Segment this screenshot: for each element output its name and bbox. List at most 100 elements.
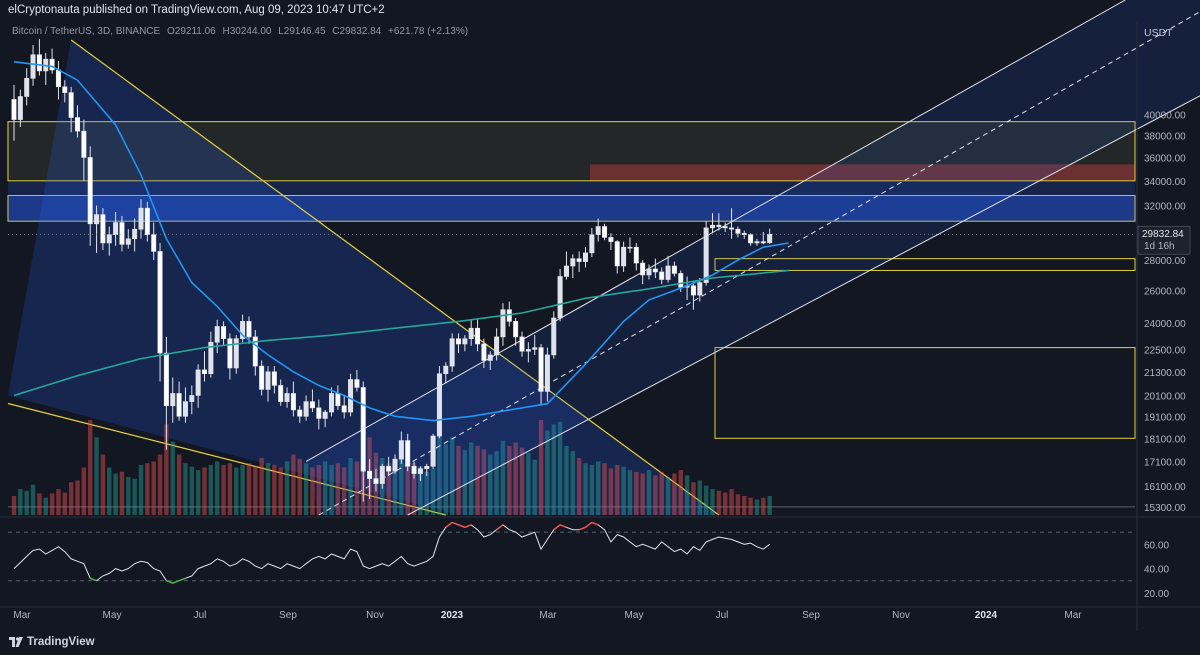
volume-bar bbox=[672, 473, 677, 515]
volume-bar bbox=[564, 445, 569, 515]
x-tick-label: Nov bbox=[366, 610, 384, 621]
volume-bar bbox=[284, 461, 290, 515]
volume-bar bbox=[240, 464, 245, 515]
volume-bar bbox=[278, 467, 283, 515]
volume-bar bbox=[81, 467, 87, 515]
volume-bar bbox=[494, 451, 499, 515]
channel-mid-line bbox=[318, 11, 1200, 516]
x-tick-label: 2024 bbox=[975, 610, 998, 621]
volume-bar bbox=[538, 420, 544, 515]
y-tick-label: 18100.00 bbox=[1144, 434, 1186, 445]
candle-body bbox=[398, 440, 404, 460]
volume-bar bbox=[253, 466, 258, 515]
rsi-overbought-segment bbox=[553, 524, 561, 531]
volume-bar bbox=[176, 454, 182, 515]
volume-bar bbox=[354, 461, 360, 515]
x-tick-label: Mar bbox=[13, 610, 31, 621]
volume-bar bbox=[386, 463, 391, 515]
y-tick-label: 20100.00 bbox=[1144, 391, 1186, 402]
candle-body bbox=[481, 343, 487, 361]
candle-body bbox=[265, 371, 271, 390]
x-tick-label: May bbox=[103, 610, 122, 621]
candle-body bbox=[259, 365, 265, 390]
volume-bar bbox=[411, 463, 417, 515]
volume-bar bbox=[443, 444, 448, 515]
legend-low: L29146.45 bbox=[278, 26, 326, 37]
candle-body bbox=[303, 401, 309, 417]
candle-body bbox=[760, 241, 766, 244]
volume-bar bbox=[716, 490, 722, 515]
candle-body bbox=[576, 258, 582, 262]
price-axis-unit[interactable]: USDT bbox=[1144, 27, 1173, 39]
volume-bar bbox=[697, 480, 702, 515]
candle-body bbox=[195, 369, 201, 396]
y-tick-label: 28000.00 bbox=[1144, 256, 1186, 267]
volume-bar bbox=[583, 463, 588, 515]
volume-bar bbox=[56, 489, 61, 515]
volume-bar bbox=[659, 471, 664, 515]
volume-bar bbox=[723, 492, 728, 515]
rsi-overbought-segment bbox=[451, 521, 459, 526]
volume-bar bbox=[119, 471, 125, 515]
volume-bar bbox=[507, 445, 512, 515]
candle-body bbox=[494, 336, 500, 356]
volume-bar bbox=[602, 463, 607, 515]
volume-bar bbox=[335, 463, 341, 515]
price-zone bbox=[7, 194, 1136, 222]
volume-bar bbox=[729, 489, 734, 515]
legend-close: C29832.84 bbox=[332, 26, 382, 37]
volume-bar bbox=[24, 490, 29, 515]
volume-bar bbox=[30, 484, 36, 515]
legend-open: O29211.06 bbox=[166, 26, 216, 37]
candle-body bbox=[373, 478, 379, 484]
volume-bar bbox=[138, 464, 144, 515]
candle-body bbox=[290, 393, 296, 411]
y-tick-label: 40000.00 bbox=[1144, 110, 1186, 121]
y-tick-label: 24000.00 bbox=[1144, 319, 1186, 330]
legend-symbol[interactable]: Bitcoin / TetherUS, 3D, BINANCE bbox=[12, 26, 161, 37]
candle-body bbox=[652, 268, 658, 273]
symbol-legend[interactable]: Bitcoin / TetherUS, 3D, BINANCE O29211.0… bbox=[12, 26, 472, 37]
candle-body bbox=[113, 222, 119, 235]
volume-bar bbox=[557, 421, 563, 515]
candle-body bbox=[589, 234, 595, 254]
volume-bar bbox=[735, 494, 741, 515]
rsi-oversold-segment bbox=[172, 580, 180, 584]
candle-body bbox=[475, 327, 481, 345]
candle-body bbox=[348, 379, 354, 413]
candle-body bbox=[297, 409, 303, 417]
wedge-lower-line bbox=[7, 402, 446, 516]
volume-bar bbox=[684, 475, 690, 515]
candle-body bbox=[30, 54, 36, 79]
y-tick-label: 34000.00 bbox=[1144, 177, 1186, 188]
last-price-label: 29832.84 bbox=[1142, 229, 1184, 240]
volume-bar bbox=[49, 493, 55, 515]
volume-bar bbox=[221, 464, 226, 515]
candle-body bbox=[386, 465, 392, 472]
candle-body bbox=[392, 458, 398, 472]
rsi-overbought-segment bbox=[591, 521, 599, 526]
channel-upper-line bbox=[305, 0, 1126, 462]
candle-body bbox=[665, 265, 671, 280]
y-tick-label: 16100.00 bbox=[1144, 482, 1186, 493]
volume-bar bbox=[348, 458, 353, 515]
volume-bar bbox=[767, 496, 772, 515]
y-tick-label: 38000.00 bbox=[1144, 131, 1186, 142]
rsi-tick-label: 40.00 bbox=[1144, 565, 1169, 576]
candle-body bbox=[449, 338, 455, 367]
candle-body bbox=[157, 251, 163, 354]
candle-body bbox=[513, 321, 519, 338]
price-zone bbox=[714, 258, 1136, 271]
volume-bar bbox=[596, 461, 601, 515]
volume-bar bbox=[246, 463, 252, 515]
candle-body bbox=[424, 465, 430, 470]
candle-body bbox=[614, 241, 620, 267]
candle-body bbox=[436, 373, 442, 437]
volume-bar bbox=[710, 489, 715, 515]
volume-bar bbox=[75, 480, 80, 515]
y-tick-label: 19100.00 bbox=[1144, 412, 1186, 423]
price-zone bbox=[714, 347, 1136, 439]
y-tick-label: 15300.00 bbox=[1144, 503, 1186, 514]
volume-bar bbox=[691, 482, 696, 515]
